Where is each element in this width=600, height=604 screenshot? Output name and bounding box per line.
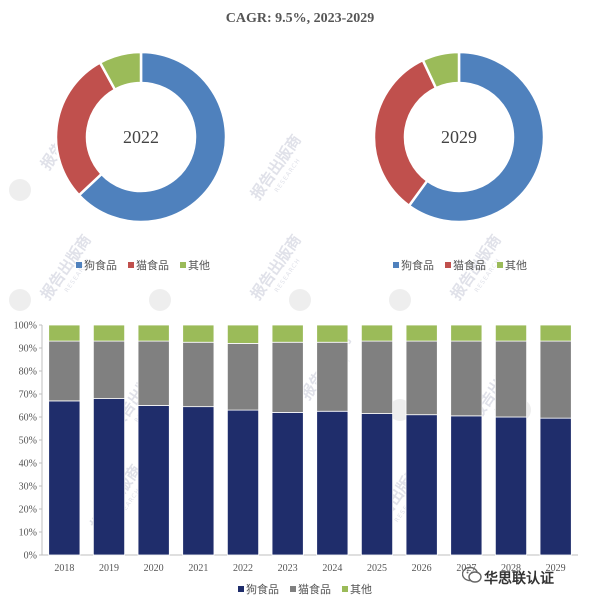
x-tick-label: 2026 <box>412 563 432 574</box>
y-tick-label: 60% <box>19 413 37 424</box>
donut-slice <box>54 60 117 197</box>
x-tick-label: 2029 <box>546 563 566 574</box>
legend-swatch <box>342 586 348 592</box>
bar-segment <box>226 342 260 411</box>
y-tick-label: 70% <box>19 390 37 401</box>
legend-swatch <box>445 262 451 268</box>
donut-center-label: 2029 <box>441 127 477 147</box>
bar-segment <box>360 324 394 342</box>
bar-segment <box>137 324 170 342</box>
bar-segment <box>494 340 528 418</box>
y-tick-label: 0% <box>24 551 37 562</box>
bar-segment <box>405 340 438 416</box>
bar-segment <box>539 340 572 419</box>
bar-segment <box>360 340 394 414</box>
x-tick-label: 2023 <box>278 563 298 574</box>
x-tick-label: 2024 <box>322 563 342 574</box>
x-tick-label: 2022 <box>233 563 253 574</box>
bar-segment <box>48 340 81 402</box>
legend-item: 狗食品 <box>401 258 434 272</box>
legend-item: 狗食品 <box>84 258 117 272</box>
y-tick-label: 10% <box>19 528 37 539</box>
legend-swatch <box>393 262 399 268</box>
watermark-logo <box>389 399 411 421</box>
y-tick-label: 40% <box>19 459 37 470</box>
bar-segment <box>226 409 260 556</box>
legend-swatch <box>180 262 186 268</box>
legend-swatch <box>290 586 296 592</box>
bar-segment <box>271 324 304 343</box>
bar-segment <box>226 324 260 344</box>
legend-item: 其他 <box>350 583 372 596</box>
legend-item: 其他 <box>505 259 527 272</box>
bar-segment <box>316 324 349 343</box>
bar-segment <box>539 417 572 556</box>
watermark-logo <box>9 179 31 201</box>
bar-segment <box>48 324 81 342</box>
y-tick-label: 50% <box>19 436 37 447</box>
watermark-logo <box>9 289 31 311</box>
x-tick-label: 2028 <box>501 563 521 574</box>
bar-segment <box>450 415 483 556</box>
bar-segment <box>137 340 170 406</box>
legend-item: 狗食品 <box>246 582 279 596</box>
donut-center-label: 2022 <box>123 127 159 147</box>
chart-title: CAGR: 9.5%, 2023-2029 <box>225 11 375 26</box>
donut-slice <box>77 50 228 224</box>
bar-segment <box>405 414 438 556</box>
watermark-logo <box>289 289 311 311</box>
bar-segment <box>271 411 304 556</box>
bar-segment <box>271 341 304 413</box>
watermark-logo <box>389 289 411 311</box>
y-tick-label: 100% <box>14 321 37 332</box>
donut-slice <box>98 50 143 92</box>
bar-segment <box>92 324 126 342</box>
x-tick-label: 2019 <box>99 563 119 574</box>
y-tick-label: 90% <box>19 344 37 355</box>
legend-swatch <box>128 262 134 268</box>
bar-segment <box>182 324 215 343</box>
donut-slice <box>421 50 461 90</box>
brand-name: 华思联认证 <box>484 571 554 587</box>
bar-segment <box>494 416 528 556</box>
x-tick-label: 2020 <box>144 563 164 574</box>
bar-segment <box>450 340 483 417</box>
bar-segment <box>494 324 528 342</box>
legend-swatch <box>497 262 503 268</box>
x-tick-label: 2018 <box>54 563 74 574</box>
bar-segment <box>450 324 483 342</box>
bar-segment <box>48 400 81 556</box>
bar-segment <box>405 324 438 342</box>
legend-item: 猫食品 <box>298 582 331 596</box>
y-tick-label: 30% <box>19 482 37 493</box>
watermark-logo <box>149 289 171 311</box>
bar-segment <box>92 398 126 556</box>
legend-swatch <box>238 586 244 592</box>
legend-item: 其他 <box>188 259 210 272</box>
legend-swatch <box>76 262 82 268</box>
y-tick-label: 80% <box>19 367 37 378</box>
bar-segment <box>137 405 170 556</box>
x-tick-label: 2021 <box>188 563 208 574</box>
bar-segment <box>316 410 349 556</box>
bar-segment <box>182 341 215 408</box>
donut-slice <box>407 50 546 224</box>
y-tick-label: 20% <box>19 505 37 516</box>
bar-segment <box>316 341 349 412</box>
wechat-icon <box>462 566 482 583</box>
legend-item: 猫食品 <box>453 258 486 272</box>
bar-segment <box>539 324 572 342</box>
x-tick-label: 2025 <box>367 563 387 574</box>
bar-segment <box>182 406 215 556</box>
bar-segment <box>92 340 126 400</box>
bar-segment <box>360 413 394 556</box>
legend-item: 猫食品 <box>136 258 169 272</box>
